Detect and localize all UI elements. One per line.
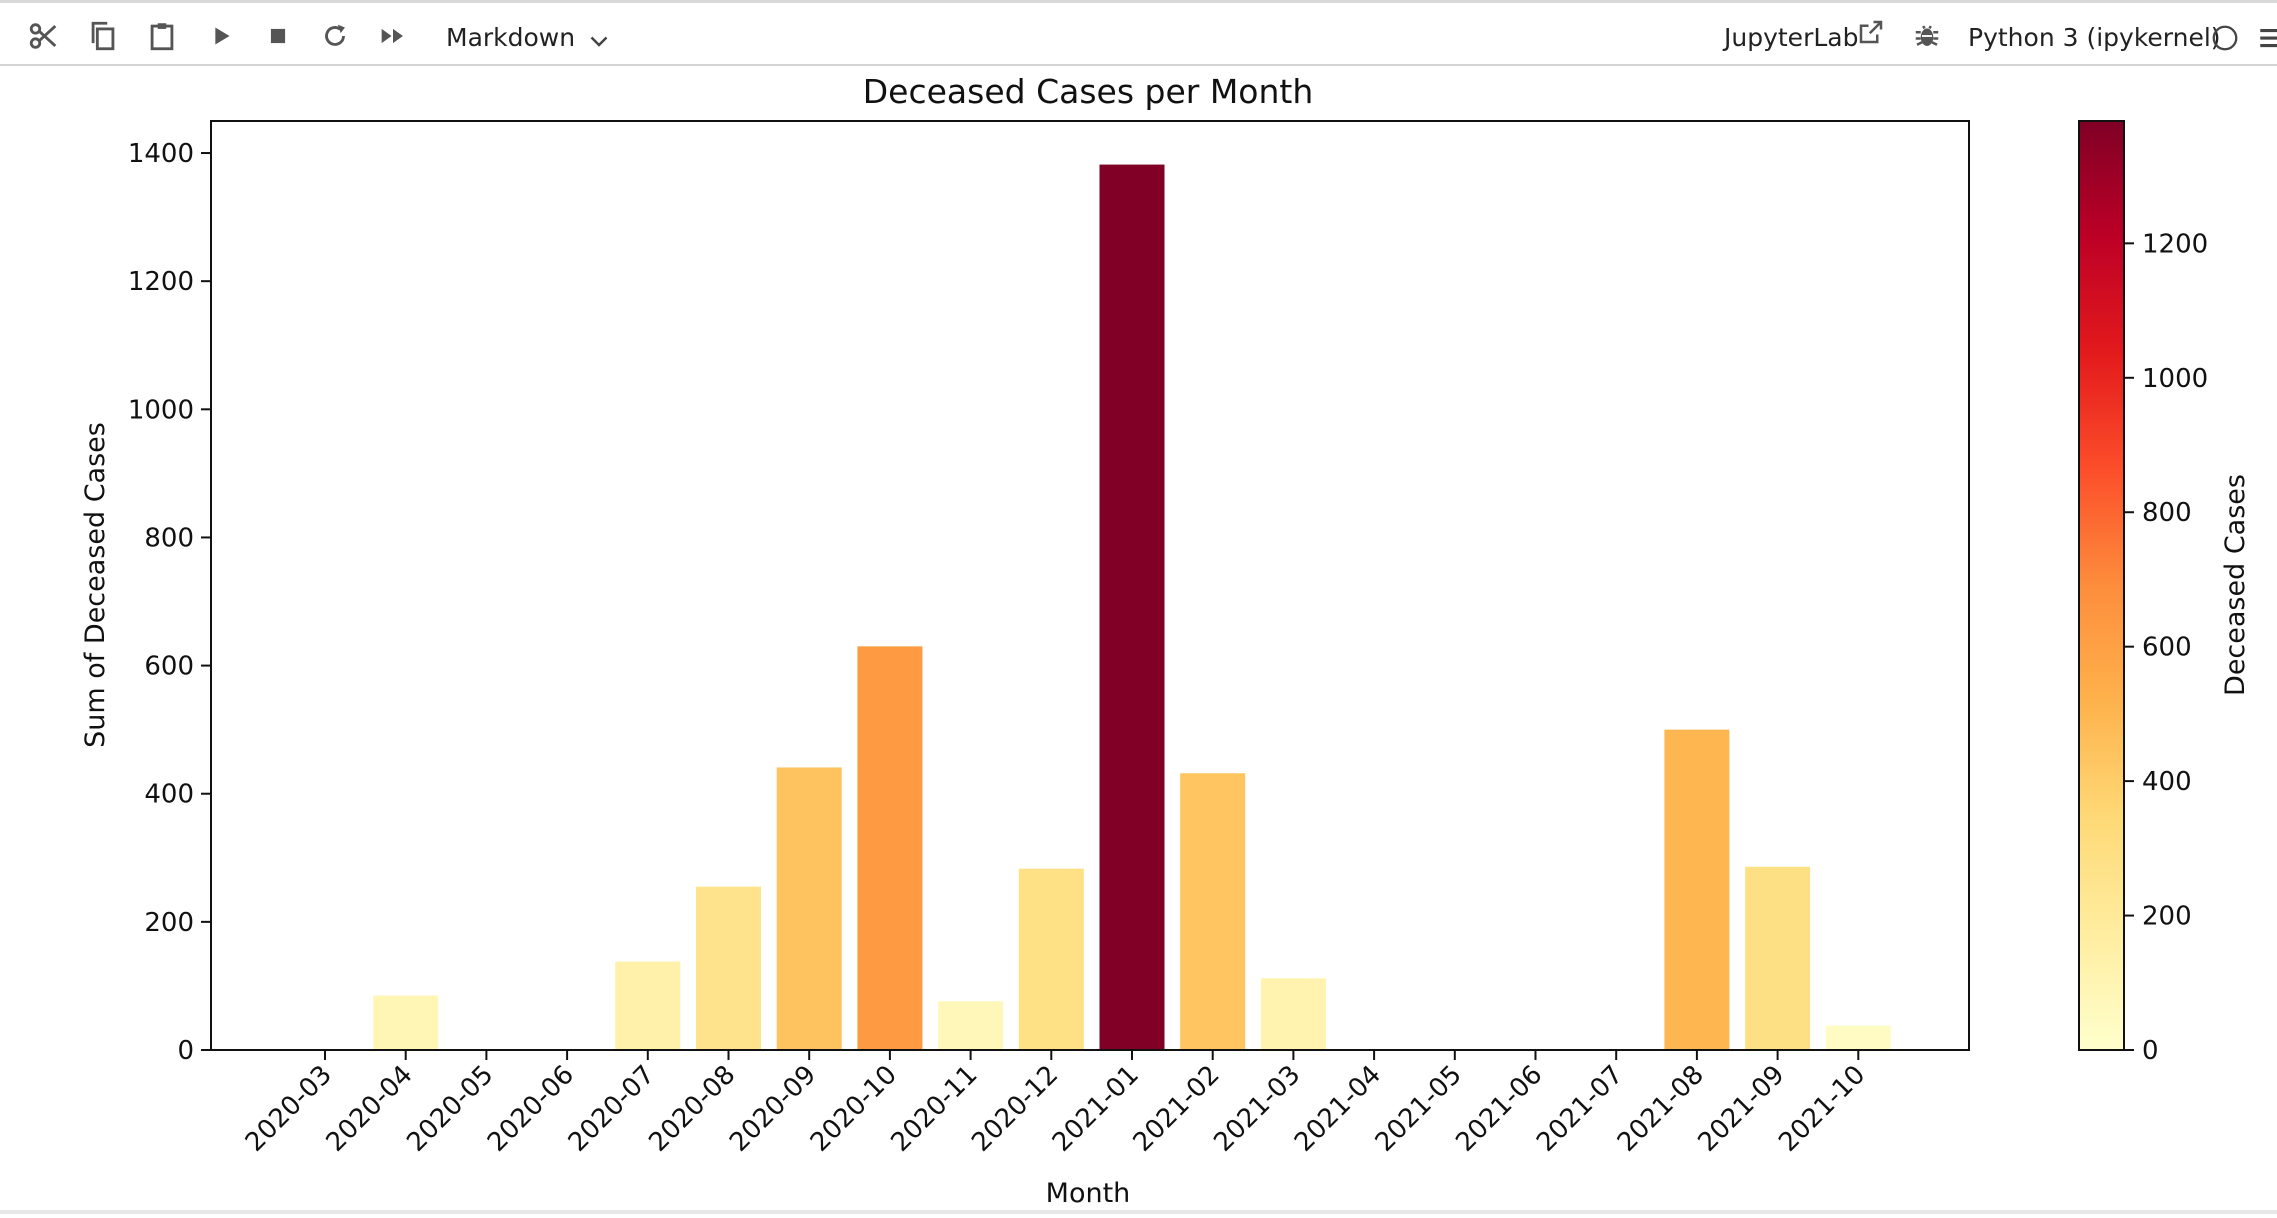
notebook-toolbar: Markdown JupyterLab Python 3 (ipykernel) <box>0 0 2277 66</box>
bar-2021-09 <box>1745 866 1811 1050</box>
x-tick-label: 2021-07 <box>1531 1060 1629 1158</box>
x-tick-label: 2021-08 <box>1612 1060 1710 1158</box>
colorbar-tick-label: 200 <box>2142 902 2192 932</box>
x-tick-label: 2020-08 <box>643 1060 741 1158</box>
bar-2020-07 <box>615 961 681 1050</box>
x-tick-label: 2021-01 <box>1047 1060 1145 1158</box>
x-tick-label: 2021-09 <box>1693 1060 1791 1158</box>
x-tick-label: 2021-06 <box>1450 1060 1548 1158</box>
y-tick-label: 1400 <box>128 139 194 169</box>
jupyterlab-link[interactable]: JupyterLab <box>1724 23 1859 52</box>
x-tick-label: 2021-02 <box>1128 1060 1226 1158</box>
paste-icon[interactable] <box>145 19 179 53</box>
colorbar-tick-label: 1200 <box>2142 229 2208 259</box>
bar-2021-10 <box>1825 1025 1891 1050</box>
colorbar <box>2078 120 2125 1051</box>
x-tick-label: 2020-12 <box>966 1060 1064 1158</box>
y-tick-label: 200 <box>144 908 194 938</box>
y-tick-label: 1000 <box>128 395 194 425</box>
bar-2020-08 <box>696 886 761 1050</box>
bottom-border <box>0 1210 2277 1214</box>
axes-frame <box>210 120 1970 1051</box>
bar-2020-09 <box>776 767 842 1050</box>
y-axis-label: Sum of Deceased Cases <box>80 422 111 748</box>
x-tick-label: 2020-06 <box>482 1060 580 1158</box>
y-tick-label: 800 <box>144 523 194 553</box>
bar-2021-03 <box>1260 978 1326 1050</box>
y-tick-label: 600 <box>144 652 194 682</box>
restart-icon[interactable] <box>318 19 352 53</box>
y-tick-label: 400 <box>144 780 194 810</box>
bar-2021-08 <box>1664 729 1730 1050</box>
fast-forward-icon[interactable] <box>376 19 410 53</box>
x-tick-label: 2020-09 <box>724 1060 822 1158</box>
x-tick-label: 2020-03 <box>240 1060 338 1158</box>
bar-2020-04 <box>373 995 439 1050</box>
colorbar-tick-label: 0 <box>2142 1036 2159 1066</box>
bar-2021-01 <box>1099 164 1165 1050</box>
cell-type-select[interactable]: Markdown <box>446 23 576 52</box>
x-tick-label: 2021-03 <box>1208 1060 1306 1158</box>
x-axis-label: Month <box>1046 1178 1131 1209</box>
bug-icon[interactable] <box>1912 21 1942 51</box>
chart-title: Deceased Cases per Month <box>863 72 1314 111</box>
x-tick-label: 2021-05 <box>1370 1060 1468 1158</box>
run-icon[interactable] <box>204 19 238 53</box>
copy-icon[interactable] <box>86 19 120 53</box>
y-tick-label: 1200 <box>128 267 194 297</box>
kernel-name[interactable]: Python 3 (ipykernel) <box>1968 23 2221 52</box>
menu-icon[interactable] <box>2256 23 2277 53</box>
y-tick-label: 0 <box>177 1036 194 1066</box>
bar-chart: Deceased Cases per Month 0 200 400 600 800 10… <box>80 72 2251 1209</box>
x-tick-label: 2020-11 <box>886 1060 984 1158</box>
colorbar-tick-label: 400 <box>2142 767 2192 797</box>
x-tick-label: 2020-07 <box>563 1060 661 1158</box>
colorbar-tick-label: 1000 <box>2142 364 2208 394</box>
external-link-icon[interactable] <box>1856 17 1886 47</box>
colorbar-tick-label: 600 <box>2142 633 2192 663</box>
stop-icon[interactable] <box>261 19 295 53</box>
x-tick-label: 2020-10 <box>805 1060 903 1158</box>
x-tick-label: 2021-10 <box>1773 1060 1871 1158</box>
kernel-status-icon <box>2212 25 2238 51</box>
x-tick-label: 2021-04 <box>1289 1060 1387 1158</box>
scissors-icon[interactable] <box>27 19 61 53</box>
bar-2021-02 <box>1180 773 1246 1050</box>
cell-output: Deceased Cases per Month 0 200 400 600 800 10… <box>0 66 2277 1214</box>
x-tick-label: 2020-04 <box>321 1060 419 1158</box>
x-tick-label: 2020-05 <box>401 1060 499 1158</box>
colorbar-label: Deceased Cases <box>2220 474 2251 696</box>
colorbar-tick-label: 800 <box>2142 498 2192 528</box>
bar-2020-10 <box>857 646 923 1050</box>
chevron-down-icon[interactable] <box>584 25 614 55</box>
bar-2020-11 <box>938 1001 1004 1050</box>
bar-2020-12 <box>1018 868 1084 1050</box>
